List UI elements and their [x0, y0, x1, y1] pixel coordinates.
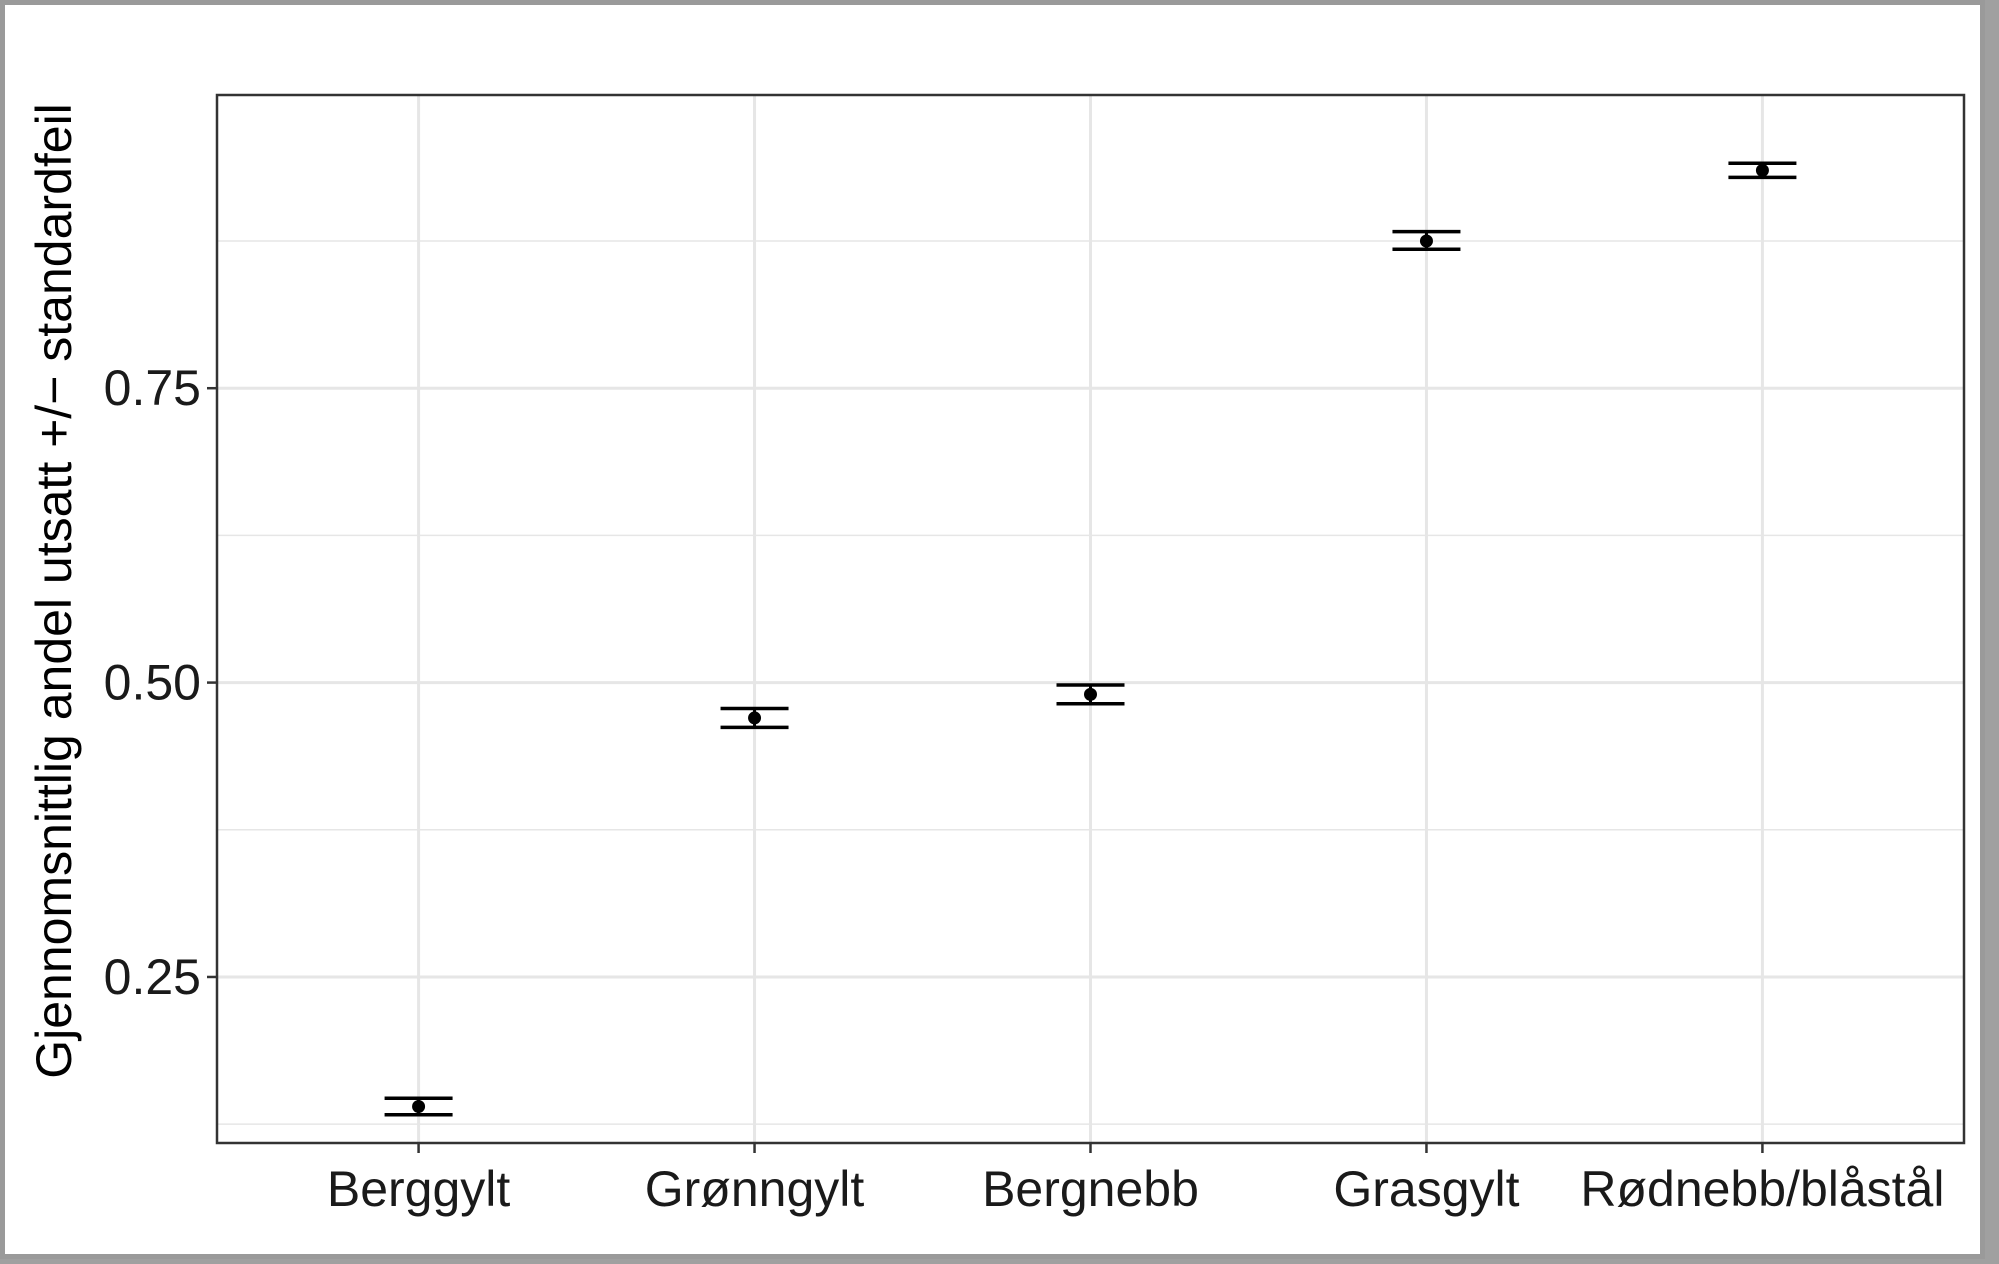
grid-layer [217, 95, 1964, 1143]
y-tick-label: 0.25 [104, 949, 201, 1005]
y-tick-label: 0.75 [104, 360, 201, 416]
chart: 0.25 0.50 0.75 Berggylt Grønngylt Bergnebb Gra… [26, 93, 1966, 1217]
x-tick-label: Bergnebb [982, 1161, 1199, 1217]
x-tick-label: Rødnebb/blåstål [1580, 1161, 1944, 1217]
data-layer [384, 161, 1797, 1117]
x-tick-label: Grønngylt [645, 1161, 865, 1217]
y-tick-label: 0.50 [104, 655, 201, 711]
x-tick-label: Grasgylt [1333, 1161, 1519, 1217]
data-point [1084, 687, 1097, 701]
data-point [412, 1099, 426, 1113]
y-axis-title: Gjennomsnittlig andel utsatt +/− standar… [26, 103, 82, 1079]
data-point [1755, 163, 1769, 177]
axis-layer: 0.25 0.50 0.75 Berggylt Grønngylt Bergnebb Gra… [104, 360, 1945, 1217]
data-point [748, 711, 762, 725]
x-tick-label: Berggylt [327, 1161, 511, 1217]
data-point [1419, 234, 1433, 248]
